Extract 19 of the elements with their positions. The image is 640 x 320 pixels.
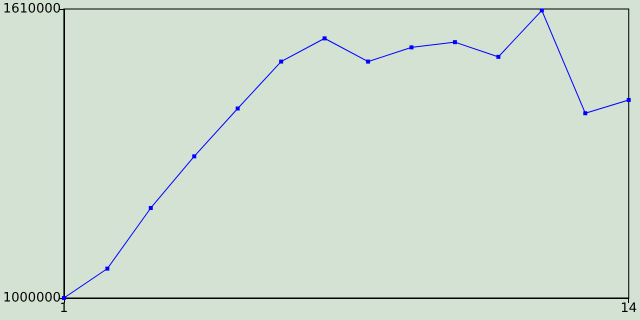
y-tick-label: 1000000 xyxy=(2,290,61,306)
point xyxy=(236,106,240,110)
point xyxy=(279,60,284,64)
point xyxy=(62,296,66,300)
point xyxy=(583,111,588,116)
point xyxy=(409,45,414,50)
point xyxy=(322,36,327,40)
point xyxy=(626,98,631,102)
point xyxy=(148,206,153,210)
x-tick-label: 1 xyxy=(60,301,68,316)
x-tick-label: 14 xyxy=(620,301,637,316)
point xyxy=(496,54,500,59)
y-tick-label: 1610000 xyxy=(2,2,61,16)
point xyxy=(452,40,457,44)
point xyxy=(105,266,110,271)
line-series xyxy=(62,8,631,300)
point xyxy=(540,8,544,12)
point xyxy=(366,60,370,64)
point xyxy=(192,154,196,158)
